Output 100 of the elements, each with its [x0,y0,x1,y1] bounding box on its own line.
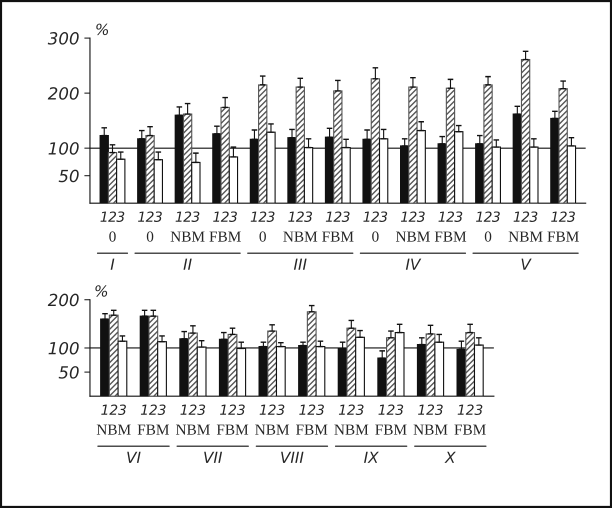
y-tick-label: 50 [58,366,79,379]
text: 2 [220,211,229,222]
text: 3 [197,404,206,415]
text: 1 [213,212,220,222]
text: 3 [356,404,364,415]
text: 2 [426,404,434,415]
text: 3 [416,211,425,222]
text: V [522,258,532,270]
text: 2 [146,211,154,222]
text: I [110,258,114,270]
x-tick-label: FBM [375,424,407,435]
series-label: 3 [116,211,124,222]
x-tick-label: FBM [209,232,241,242]
text: VIII [281,452,304,463]
text: 2 [296,211,304,222]
x-tick-label: 0 [372,231,379,242]
bar [370,78,380,204]
text: 1 [476,212,482,222]
y-tick-label: 200 [48,87,79,100]
text: 2 [466,404,474,415]
series-label: 1 [100,212,107,222]
x-tick-label: NBM [170,232,205,242]
text: 2 [446,211,454,222]
text: 2 [333,211,342,222]
y-tick-label: 300 [48,32,79,45]
text: III [294,258,307,270]
text: 1 [140,404,147,415]
text: 2 [183,211,192,222]
x-tick-label: NBM [396,232,430,242]
text: 1 [363,212,370,222]
text: 2 [148,404,157,415]
x-tick-label: FBM [434,232,466,242]
text: 2 [558,211,567,222]
text: 2 [307,404,316,415]
text: 2 [258,211,266,222]
x-tick-label: NBM [508,232,543,242]
series-label: 3 [118,404,126,415]
x-tick-label: 0 [146,231,154,242]
text: 1 [180,404,187,415]
text: 1 [326,212,332,222]
text: 3 [316,404,324,415]
text: 3 [266,211,274,222]
x-tick-label: NBM [96,424,131,435]
text: 2 [521,211,530,222]
text: 1 [176,212,182,222]
y-tick-label: 100 [48,142,79,155]
bar [188,332,198,396]
text: 2 [386,404,394,415]
x-tick-label: FBM [454,424,486,435]
text: 1 [438,212,445,222]
x-tick-label: NBM [255,424,290,435]
bar [465,332,476,396]
text: 3 [154,211,162,222]
text: 1 [250,212,257,222]
text: 1 [138,212,144,222]
text: 1 [378,404,385,415]
text: 1 [220,404,226,415]
bar [145,134,155,204]
bar [296,86,305,204]
y-tick-label: 50 [58,170,79,182]
x-tick-label: FBM [322,232,354,242]
text: X [444,452,456,463]
text: 1 [551,212,558,222]
text: 3 [158,404,166,415]
x-tick-label: NBM [414,424,448,435]
text: 2 [484,211,492,222]
text: 3 [342,211,350,222]
text: IV [406,258,422,270]
text: 3 [474,404,482,415]
bar [346,328,356,396]
series-label: 2 [109,404,118,415]
bar [220,106,230,204]
text: 1 [299,404,306,415]
y-axis-title: % [95,285,108,297]
x-tick-label: 0 [484,231,492,242]
x-tick-label: NBM [176,424,210,435]
bar [306,311,317,396]
x-tick-label: FBM [296,424,328,435]
text: 2 [268,404,276,415]
series-label: 2 [108,211,116,222]
text: 3 [229,211,237,222]
text: 1 [338,404,345,415]
x-tick-label: 0 [259,231,266,242]
x-tick-label: FBM [216,424,248,435]
text: 3 [492,211,500,222]
bar [408,86,418,204]
text: 2 [188,404,196,415]
text: II [184,258,192,270]
text: 3 [304,211,312,222]
text: 2 [346,404,355,415]
bar [426,333,436,396]
text: 3 [379,211,388,222]
series-label: 1 [101,404,108,415]
x-tick-label: 0 [109,231,116,242]
y-axis-title: % [96,24,108,36]
text: 2 [228,404,236,415]
text: 2 [408,211,416,222]
x-tick-label: FBM [547,232,579,242]
bar [520,59,530,204]
text: 1 [400,212,407,222]
